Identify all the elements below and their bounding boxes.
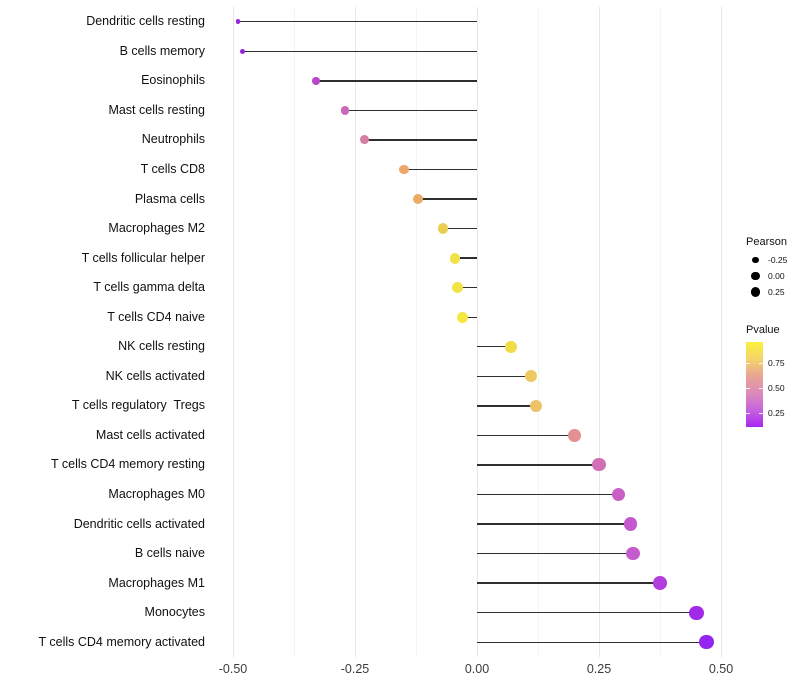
lollipop-dot: [413, 194, 424, 205]
lollipop-dot: [360, 135, 370, 145]
minor-gridline: [293, 7, 295, 657]
size-legend-label: 0.25: [768, 287, 785, 297]
lollipop-dot: [529, 399, 542, 412]
lollipop-stem: [242, 50, 477, 52]
lollipop-stem: [455, 257, 477, 259]
lollipop-stem: [477, 612, 697, 614]
lollipop-dot: [240, 48, 246, 54]
lollipop-stem: [364, 139, 477, 141]
size-legend-dot: [751, 271, 760, 281]
y-axis-label: Dendritic cells resting: [86, 14, 205, 29]
y-axis-label: Monocytes: [144, 605, 205, 620]
lollipop-stem: [237, 21, 477, 23]
size-legend-dot: [752, 256, 759, 264]
pvalue-bar-tick: [759, 388, 763, 389]
y-axis-label: T cells CD4 naive: [107, 309, 205, 324]
y-axis-label: B cells memory: [119, 43, 205, 58]
y-axis-label: T cells follicular helper: [81, 250, 205, 265]
lollipop-dot: [699, 635, 714, 650]
lollipop-stem: [345, 109, 477, 112]
lollipop-dot: [568, 429, 581, 442]
y-axis-label: T cells gamma delta: [93, 280, 205, 295]
lollipop-stem: [477, 375, 531, 377]
major-gridline: [354, 7, 356, 657]
pvalue-bar-tick: [746, 388, 750, 389]
x-axis-tick-label: -0.50: [218, 662, 248, 676]
x-axis-tick-label: 0.50: [708, 662, 734, 676]
pvalue-bar-tick: [746, 363, 750, 364]
y-axis-label: Macrophages M2: [108, 221, 205, 236]
lollipop-stem: [418, 198, 477, 200]
minor-gridline: [537, 7, 539, 657]
y-axis-label: Plasma cells: [134, 191, 205, 206]
x-axis-tick-label: -0.25: [340, 662, 370, 676]
pvalue-bar-tick: [746, 413, 750, 414]
pvalue-bar-tick: [759, 413, 763, 414]
lollipop-stem: [477, 434, 575, 437]
lollipop-dot: [626, 546, 640, 561]
lollipop-stem: [457, 287, 477, 289]
x-axis-tick-label: 0.25: [586, 662, 612, 676]
x-axis-tick-label: 0.00: [464, 662, 490, 676]
lollipop-dot: [437, 223, 449, 234]
lollipop-stem: [477, 405, 536, 407]
lollipop-dot: [312, 76, 320, 85]
y-axis-label: B cells naive: [134, 546, 205, 561]
lollipop-dot: [235, 19, 241, 25]
size-legend-title: Pearson: [746, 236, 787, 248]
y-axis-label: Eosinophils: [141, 73, 205, 88]
color-legend-label: 0.25: [768, 408, 785, 418]
y-axis-label: Dendritic cells activated: [73, 516, 205, 531]
lollipop-stem: [477, 641, 707, 643]
lollipop-stem: [477, 464, 599, 466]
size-legend-label: -0.25: [768, 255, 788, 265]
lollipop-dot: [689, 605, 704, 620]
lollipop-dot: [653, 576, 667, 591]
y-axis-label: T cells regulatory Tregs: [71, 398, 205, 413]
color-legend-title: Pvalue: [746, 324, 780, 336]
minor-gridline: [659, 7, 661, 657]
lollipop-dot: [524, 370, 537, 383]
lollipop-dot: [449, 252, 461, 264]
lollipop-stem: [315, 80, 477, 82]
y-axis-label: NK cells resting: [118, 339, 205, 354]
major-gridline: [598, 7, 600, 657]
major-gridline: [720, 7, 722, 657]
lollipop-stem: [462, 316, 477, 318]
y-axis-label: T cells CD8: [140, 162, 205, 176]
color-legend-label: 0.75: [768, 358, 785, 368]
major-gridline: [476, 7, 478, 657]
y-axis-label: Macrophages M0: [108, 487, 205, 501]
color-legend-label: 0.50: [768, 383, 785, 393]
lollipop-stem: [477, 552, 634, 555]
pvalue-gradient-bar: [746, 342, 763, 427]
lollipop-stem: [477, 523, 631, 525]
y-axis-label: T cells CD4 memory resting: [51, 457, 205, 472]
lollipop-dot: [456, 311, 468, 323]
pvalue-bar-tick: [759, 363, 763, 364]
lollipop-stem: [403, 168, 477, 171]
lollipop-stem: [477, 493, 619, 496]
y-axis-label: T cells CD4 memory activated: [38, 634, 206, 649]
lollipop-dot: [398, 164, 409, 175]
lollipop-stem: [477, 346, 512, 348]
major-gridline: [232, 7, 234, 657]
lollipop-dot: [611, 487, 626, 502]
y-axis-label: Macrophages M1: [108, 575, 205, 590]
size-legend-label: 0.00: [768, 271, 785, 281]
lollipop-dot: [623, 517, 638, 531]
minor-gridline: [415, 7, 417, 657]
y-axis-label: Neutrophils: [141, 132, 205, 147]
y-axis-label: NK cells activated: [105, 368, 205, 383]
lollipop-dot: [592, 458, 606, 472]
y-axis-label: Mast cells resting: [108, 102, 205, 117]
lollipop-dot: [340, 106, 350, 115]
lollipop-stem: [477, 582, 660, 584]
y-axis-label: Mast cells activated: [95, 427, 205, 442]
lollipop-dot: [452, 282, 463, 294]
lollipop-dot: [505, 340, 517, 353]
lollipop-stem: [442, 227, 477, 230]
size-legend-dot: [750, 287, 761, 297]
